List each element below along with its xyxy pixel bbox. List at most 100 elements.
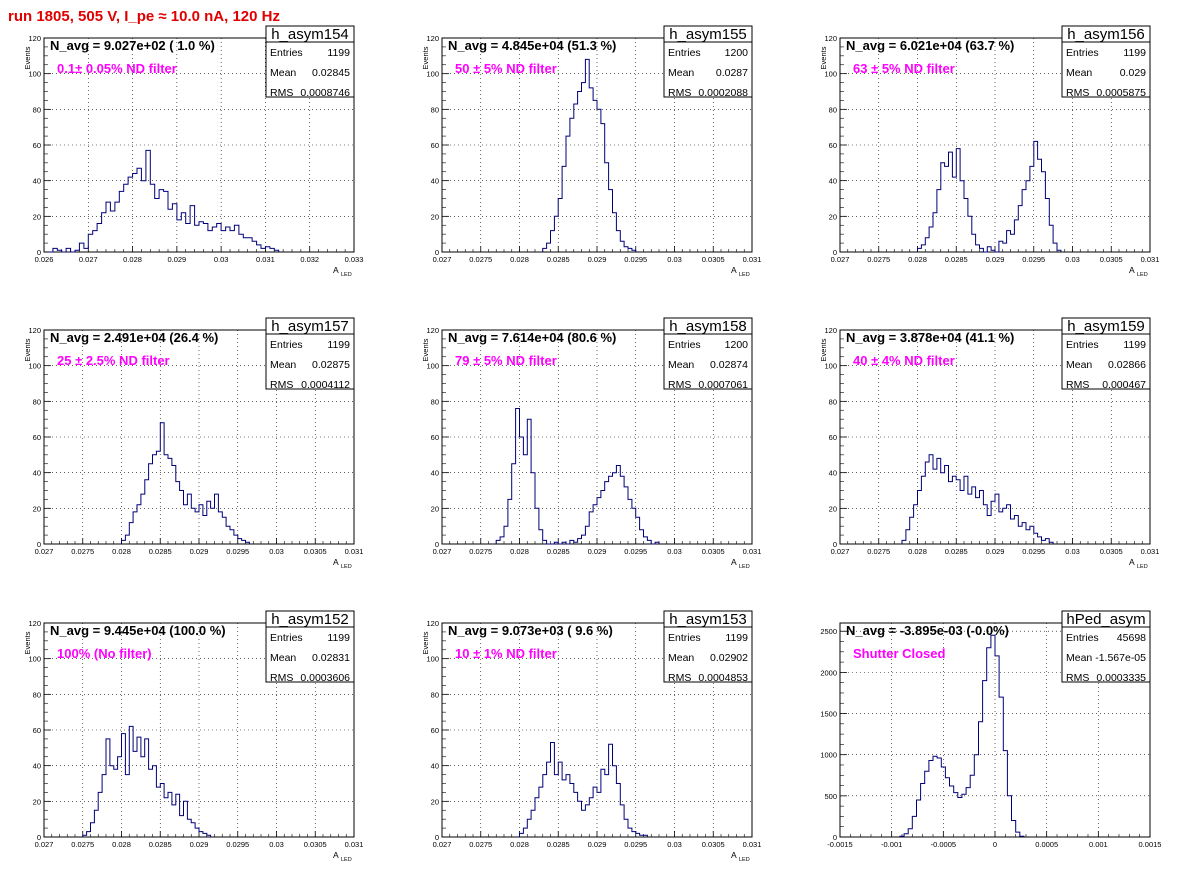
x-tick-label: 0.0305: [702, 255, 725, 264]
navg-label: N_avg = 3.878e+04 (41.1 %): [846, 330, 1014, 345]
stat-value: 0.02902: [710, 652, 748, 664]
y-tick-label: 20: [431, 212, 439, 221]
y-axis-title: Events: [819, 338, 828, 361]
x-tick-label: 0.031: [256, 255, 275, 264]
histogram-panel: -0.0015 -0.001 -0.0005 0 0.0005 0.001 0.0015 0 5…: [820, 610, 1161, 849]
x-axis-title: A: [333, 557, 339, 567]
x-tick-label: 0.029: [588, 255, 607, 264]
x-axis-title-sub: LED: [341, 857, 352, 863]
stats-box: [265, 610, 355, 683]
stat-label: Entries: [668, 47, 701, 59]
x-tick-label: 0.0295: [226, 547, 249, 556]
stats-box: [265, 25, 355, 98]
stat-value: 0.02875: [312, 359, 350, 371]
y-tick-label: 2000: [820, 668, 837, 677]
x-tick-label: 0.029: [190, 840, 209, 849]
x-tick-label: 0.027: [831, 547, 850, 556]
stat-label: Entries: [270, 632, 303, 644]
x-tick-label: 0.03: [214, 255, 229, 264]
y-tick-label: 80: [431, 690, 439, 699]
x-tick-label: 0.029: [190, 547, 209, 556]
x-tick-label: 0.027: [35, 840, 54, 849]
stat-value: 0.0002088: [698, 87, 748, 99]
y-tick-label: 500: [824, 792, 837, 801]
stats-box: [1061, 25, 1151, 98]
histogram-panel: 0.027 0.0275 0.028 0.0285 0.029 0.0295 0.03 0.0…: [421, 317, 761, 570]
navg-label: N_avg = 4.845e+04 (51.3 %): [448, 38, 616, 53]
x-axis-title-sub: LED: [739, 857, 750, 863]
histogram-line: [48, 149, 280, 253]
y-tick-label: 40: [33, 762, 41, 771]
histogram-name: hPed_asym: [1066, 611, 1145, 628]
stat-label: RMS: [668, 87, 691, 99]
histogram-line: [542, 58, 637, 252]
y-tick-label: 100: [28, 655, 41, 664]
y-tick-label: 120: [824, 326, 837, 335]
stat-label: RMS: [668, 379, 691, 391]
x-tick-label: 0.0275: [71, 547, 94, 556]
histogram-name: h_asym158: [669, 318, 747, 335]
x-axis-title-sub: LED: [341, 272, 352, 278]
stat-value: 0.029: [1120, 67, 1146, 79]
stat-label: Entries: [270, 339, 303, 351]
x-tick-label: 0.028: [510, 840, 529, 849]
y-tick-label: 100: [426, 362, 439, 371]
x-tick-label: 0.0305: [304, 547, 327, 556]
histogram-name: h_asym154: [271, 26, 349, 43]
stats-box: [265, 317, 355, 390]
x-tick-label: 0.0285: [547, 840, 570, 849]
stat-label: Entries: [1066, 339, 1099, 351]
stat-value: 1199: [327, 339, 350, 351]
filter-label: 0.1± 0.05% ND filter: [57, 61, 177, 76]
x-tick-label: 0.0295: [624, 840, 647, 849]
stat-value: 0.0005875: [1096, 87, 1146, 99]
y-tick-label: 20: [33, 797, 41, 806]
x-tick-label: 0.026: [35, 255, 54, 264]
x-tick-label: 0.0285: [945, 547, 968, 556]
x-tick-label: -0.0005: [931, 840, 956, 849]
histogram-panel: 0.026 0.027 0.028 0.029 0.03 0.031 0.032 0.033 0…: [23, 25, 363, 278]
filter-label: Shutter Closed: [853, 646, 946, 661]
x-tick-label: 0.0285: [945, 255, 968, 264]
x-axis-title: A: [1129, 265, 1135, 275]
y-tick-label: 100: [426, 655, 439, 664]
y-tick-label: 20: [829, 212, 837, 221]
y-tick-label: 80: [431, 105, 439, 114]
x-tick-label: 0.03: [1065, 255, 1080, 264]
x-tick-label: 0.03: [1065, 547, 1080, 556]
y-tick-label: 100: [426, 70, 439, 79]
stats-box: [663, 317, 753, 390]
histogram-panel: 0.027 0.0275 0.028 0.0285 0.029 0.0295 0.03 0.0…: [23, 610, 363, 863]
y-tick-label: 60: [33, 433, 41, 442]
filter-label: 10 ± 1% ND filter: [455, 646, 557, 661]
navg-label: N_avg = 7.614e+04 (80.6 %): [448, 330, 616, 345]
stat-label: Mean: [668, 359, 694, 371]
y-tick-label: 80: [431, 397, 439, 406]
x-tick-label: 0.0275: [71, 840, 94, 849]
y-tick-label: 120: [28, 619, 41, 628]
stat-label: Entries: [1066, 632, 1099, 644]
x-tick-label: 0.029: [986, 547, 1005, 556]
y-tick-label: 120: [28, 34, 41, 43]
stat-label: Mean: [668, 652, 694, 664]
y-tick-label: 80: [33, 397, 41, 406]
y-tick-label: 2500: [820, 627, 837, 636]
stats-box: [1061, 610, 1151, 683]
stat-label: RMS: [1066, 87, 1089, 99]
x-tick-label: 0.028: [908, 547, 927, 556]
histogram-line: [899, 634, 1025, 837]
stat-label: Mean: [1066, 652, 1092, 664]
histogram-line: [917, 140, 1062, 253]
y-tick-label: 120: [426, 619, 439, 628]
filter-label: 25 ± 2.5% ND filter: [57, 353, 170, 368]
x-tick-label: 0.032: [300, 255, 319, 264]
y-tick-label: 40: [33, 469, 41, 478]
x-tick-label: 0.0285: [149, 547, 172, 556]
stat-value: 0.02845: [312, 67, 350, 79]
x-tick-label: 0.0275: [469, 255, 492, 264]
y-axis-title: Events: [421, 631, 430, 654]
y-tick-label: 0: [435, 248, 439, 257]
x-tick-label: 0.03: [269, 547, 284, 556]
x-tick-label: 0.0275: [867, 255, 890, 264]
y-tick-label: 60: [431, 433, 439, 442]
